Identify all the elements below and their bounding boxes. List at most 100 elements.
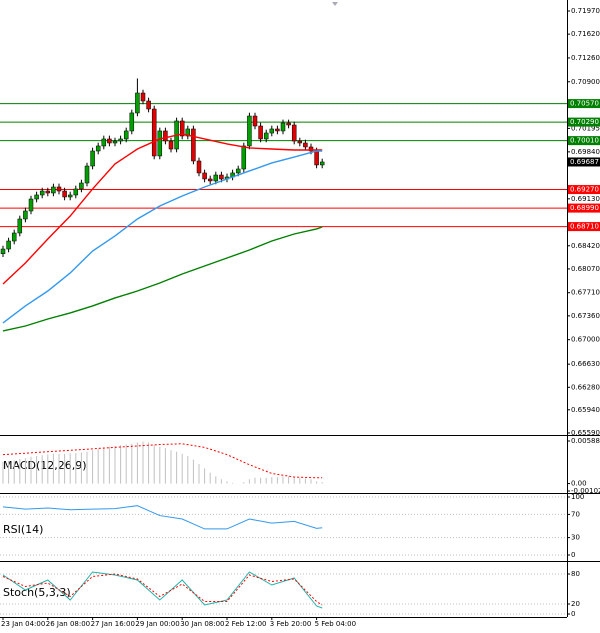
candle-body <box>219 174 224 180</box>
candle-body <box>112 140 118 144</box>
y-tick-label: 100 <box>571 493 584 501</box>
level-label: 0.68990 <box>570 204 599 212</box>
candle-body <box>213 174 219 182</box>
candle-body <box>28 198 34 212</box>
y-tick-label: 0.65590 <box>571 429 600 437</box>
y-tick-label: 0.67000 <box>571 336 600 344</box>
candle-body <box>207 178 213 182</box>
level-label: 0.70010 <box>570 137 599 145</box>
candle-body <box>235 168 241 174</box>
candle-body <box>202 172 207 180</box>
candle-body <box>101 138 107 147</box>
y-tick-label: 30 <box>571 534 580 542</box>
y-tick-label: 0.68420 <box>571 242 600 250</box>
candle-body <box>17 218 23 234</box>
candle-body <box>118 138 123 142</box>
level-label: 0.70290 <box>570 118 599 126</box>
last-price-label: 0.69687 <box>570 158 599 166</box>
candle-body <box>275 128 280 132</box>
candle-body <box>140 92 146 102</box>
level-label-box <box>568 185 600 195</box>
y-tick-label: 0.68070 <box>571 265 600 273</box>
candle-body <box>247 115 252 147</box>
candle-body <box>252 115 258 127</box>
last-price-box <box>568 157 600 167</box>
candle-body <box>303 142 308 148</box>
shift-marker <box>332 2 338 6</box>
y-tick-label: 0.70900 <box>571 78 600 86</box>
x-tick-label: 30 Jan 08:00 <box>180 620 224 628</box>
indicator-line <box>2 505 323 530</box>
candle-body <box>146 100 151 110</box>
candle-body <box>67 194 73 198</box>
y-tick-label: 80 <box>571 570 580 578</box>
candle-body <box>308 146 314 152</box>
candle-body <box>269 128 275 134</box>
candle-body <box>107 138 112 144</box>
level-label-box <box>568 136 600 146</box>
y-tick-label: 0.66280 <box>571 383 600 391</box>
candle-body <box>45 190 51 194</box>
candle-body <box>196 160 202 174</box>
candle-body <box>95 145 101 152</box>
y-tick-label: -0.001027 <box>571 487 600 495</box>
candle-body <box>123 130 129 140</box>
candle-body <box>0 248 6 254</box>
y-tick-label: 0 <box>571 551 575 559</box>
y-tick-label: 0.66630 <box>571 360 600 368</box>
y-tick-label: 70 <box>571 510 580 518</box>
level-label-box <box>568 222 600 232</box>
candle-body <box>241 145 247 170</box>
candle-body <box>23 210 28 220</box>
signal-line <box>2 443 323 479</box>
level-label-box <box>568 203 600 213</box>
candle-body <box>73 188 79 196</box>
moving-average <box>2 150 323 324</box>
indicator-line <box>2 573 323 606</box>
candle-body <box>280 122 286 132</box>
candle-body <box>51 186 56 194</box>
candle-body <box>191 128 196 162</box>
x-tick-label: 2 Feb 12:00 <box>225 620 266 628</box>
x-tick-label: 29 Jan 00:00 <box>135 620 179 628</box>
candle-body <box>90 150 95 167</box>
y-tick-label: 0.67360 <box>571 312 600 320</box>
y-tick-label: 0.69840 <box>571 148 600 156</box>
candle-body <box>34 194 39 200</box>
level-label-box <box>568 117 600 127</box>
x-tick-label: 23 Jan 04:00 <box>1 620 45 628</box>
candle-body <box>6 240 11 250</box>
candle-body <box>286 122 291 126</box>
candle-body <box>168 140 174 150</box>
y-tick-label: 0.69130 <box>571 195 600 203</box>
indicator-title: RSI(14) <box>3 523 43 536</box>
candle-body <box>179 120 185 137</box>
level-label-box <box>568 99 600 109</box>
y-tick-label: 0.67710 <box>571 289 600 297</box>
y-tick-label: 0.00 <box>571 480 587 488</box>
y-tick-label: 0.71620 <box>571 30 600 38</box>
y-tick-label: 0.71260 <box>571 54 600 62</box>
y-tick-label: 0.71970 <box>571 7 600 15</box>
x-tick-label: 3 Feb 20:00 <box>270 620 311 628</box>
candle-body <box>151 108 157 157</box>
y-tick-label: 0 <box>571 610 575 618</box>
x-tick-label: 5 Feb 04:00 <box>315 620 356 628</box>
candle-body <box>135 92 140 114</box>
indicator-title: MACD(12,26,9) <box>3 459 87 472</box>
moving-average <box>2 226 323 332</box>
candle-body <box>185 128 191 137</box>
x-tick-label: 27 Jan 16:00 <box>91 620 135 628</box>
candle-body <box>79 182 84 190</box>
candle-body <box>129 112 135 132</box>
indicator-title: Stoch(5,3,3) <box>3 586 71 599</box>
candle-body <box>163 130 168 142</box>
candle-body <box>319 161 325 166</box>
candle-body <box>56 186 62 192</box>
candle-body <box>263 132 269 140</box>
y-tick-label: 0.70195 <box>571 124 600 132</box>
y-tick-label: 0.005882 <box>571 437 600 445</box>
candle-body <box>39 190 45 196</box>
